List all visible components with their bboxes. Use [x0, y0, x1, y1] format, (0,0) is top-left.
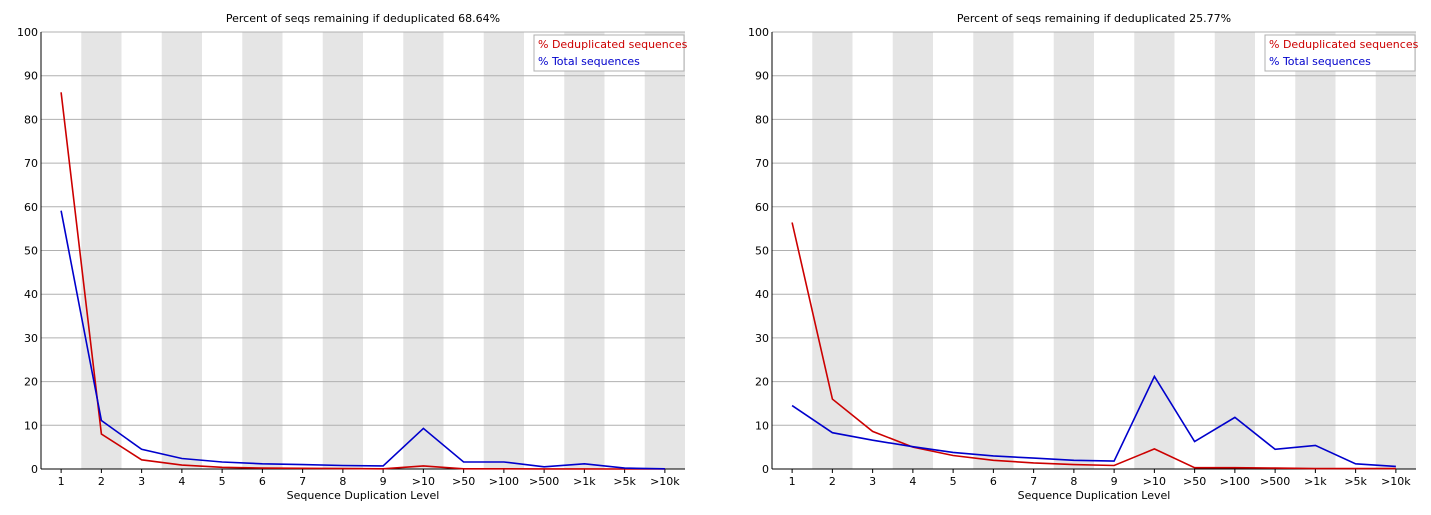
y-tick-label: 30 [755, 332, 769, 345]
legend-entry: % Total sequences [538, 55, 640, 68]
x-tick-label: 3 [869, 475, 876, 488]
series-line-total [60, 210, 665, 470]
series-line-deduplicated [60, 92, 665, 470]
x-tick-label: 4 [178, 475, 185, 488]
x-tick-label: 8 [339, 475, 346, 488]
x-tick-label: >5k [1344, 475, 1367, 488]
x-tick-label: >10k [1381, 475, 1411, 488]
y-tick-label: 70 [24, 157, 38, 170]
x-tick-label: 7 [299, 475, 306, 488]
legend-box [533, 34, 685, 72]
x-tick-label: 2 [829, 475, 836, 488]
y-tick-label: 30 [24, 332, 38, 345]
y-tick-label: 40 [755, 288, 769, 301]
y-tick-label: 50 [24, 245, 38, 258]
series-line-total [791, 374, 1396, 468]
x-tick-label: >50 [1183, 475, 1206, 488]
x-tick-label: >100 [489, 475, 519, 488]
y-tick-label: 90 [24, 70, 38, 83]
series-line-deduplicated [791, 222, 1396, 470]
x-tick-label: 7 [1030, 475, 1037, 488]
y-tick-label: 50 [755, 245, 769, 258]
y-tick-label: 100 [748, 26, 769, 39]
chart-title: Percent of seqs remaining if deduplicate… [957, 12, 1231, 25]
legend-entry: % Deduplicated sequences [1269, 38, 1419, 51]
x-tick-label: >10 [1143, 475, 1166, 488]
y-tick-label: 20 [755, 376, 769, 389]
x-tick-label: >10k [650, 475, 680, 488]
y-tick-label: 40 [24, 288, 38, 301]
x-axis-label: Sequence Duplication Level [1018, 489, 1171, 502]
x-tick-label: 5 [950, 475, 957, 488]
y-tick-label: 70 [755, 157, 769, 170]
x-tick-label: 9 [1111, 475, 1118, 488]
x-tick-label: >1k [573, 475, 596, 488]
y-tick-label: 60 [755, 201, 769, 214]
x-tick-label: 6 [259, 475, 266, 488]
x-tick-label: >50 [452, 475, 475, 488]
chart-title: Percent of seqs remaining if deduplicate… [226, 12, 500, 25]
x-tick-label: 2 [98, 475, 105, 488]
legend-entry: % Deduplicated sequences [538, 38, 688, 51]
x-tick-label: >10 [412, 475, 435, 488]
legend-box [1264, 34, 1416, 72]
x-tick-label: 8 [1070, 475, 1077, 488]
y-tick-label: 0 [762, 463, 769, 476]
x-tick-label: >500 [1260, 475, 1290, 488]
y-tick-label: 10 [755, 419, 769, 432]
y-tick-label: 100 [17, 26, 38, 39]
y-tick-label: 0 [31, 463, 38, 476]
x-tick-label: 1 [789, 475, 796, 488]
x-tick-label: >100 [1220, 475, 1250, 488]
x-tick-label: >1k [1304, 475, 1327, 488]
x-axis-label: Sequence Duplication Level [287, 489, 440, 502]
x-tick-label: >5k [613, 475, 636, 488]
y-tick-label: 80 [24, 113, 38, 126]
y-tick-label: 60 [24, 201, 38, 214]
y-tick-label: 90 [755, 70, 769, 83]
y-tick-label: 10 [24, 419, 38, 432]
x-tick-label: 3 [138, 475, 145, 488]
x-tick-label: 6 [990, 475, 997, 488]
duplication-chart-left: 0 10 20 30 40 50 60 70 80 90 100 1 2 3 4 5 6 7 8 9 >10 >50 >10… [17, 12, 688, 502]
y-tick-label: 80 [755, 113, 769, 126]
legend-entry: % Total sequences [1269, 55, 1371, 68]
x-tick-label: >500 [529, 475, 559, 488]
x-tick-label: 9 [380, 475, 387, 488]
x-tick-label: 5 [219, 475, 226, 488]
y-tick-label: 20 [24, 376, 38, 389]
duplication-chart-right: 0 10 20 30 40 50 60 70 80 90 100 1 2 3 4 5 6 7 8 9 >10 >50 >10… [748, 12, 1419, 502]
x-tick-label: 1 [58, 475, 65, 488]
x-tick-label: 4 [909, 475, 916, 488]
